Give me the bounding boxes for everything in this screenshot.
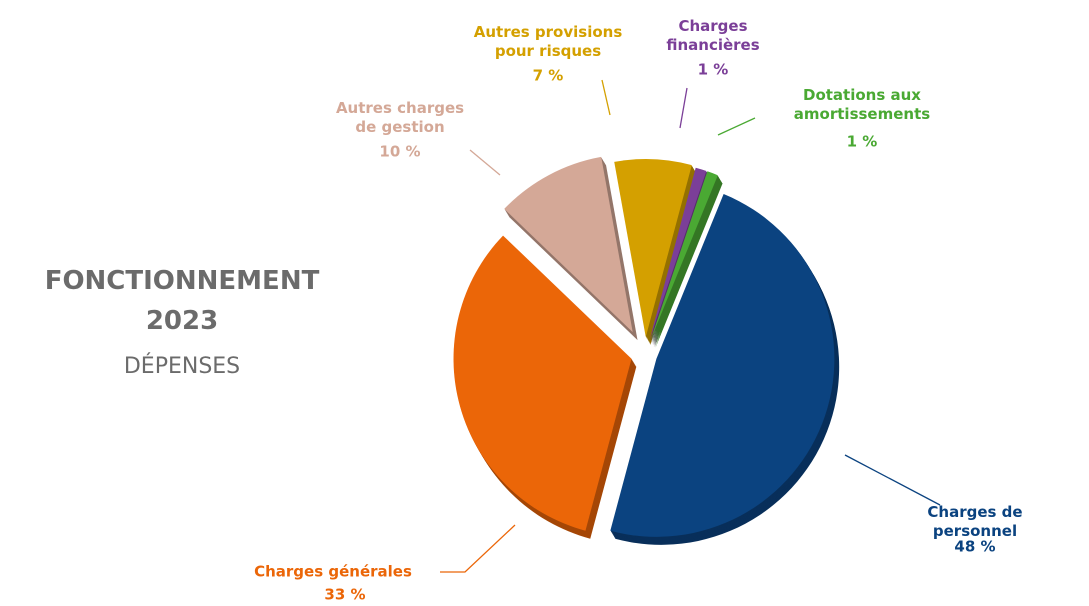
leader-line: [440, 524, 516, 573]
slice: [649, 167, 707, 340]
slice-label: Charges de personnel: [927, 503, 1023, 540]
slice-side: [650, 168, 707, 341]
slice: [453, 235, 632, 531]
leader-line: [679, 87, 688, 129]
chart-title: 2023: [145, 306, 219, 336]
leader-line: [844, 454, 941, 506]
slice-label: Autres provisions pour risques: [473, 23, 623, 60]
leader-line: [717, 117, 756, 136]
value-label: 10 %: [379, 142, 421, 161]
value-label: 48 %: [954, 537, 996, 556]
value-label: 1 %: [697, 60, 729, 79]
slice-label: Charges générales: [254, 562, 412, 581]
slice: [650, 171, 718, 341]
slice-label: Dotations aux amortissements: [793, 86, 931, 123]
slice-label: Autres charges de gestion: [335, 99, 465, 136]
value-label: 7 %: [532, 66, 564, 85]
slice: [504, 156, 633, 333]
value-label: 33 %: [324, 585, 366, 604]
value-label: 1 %: [846, 132, 878, 151]
slice: [610, 194, 835, 537]
chart-title: FONCTIONNEMENT: [44, 266, 320, 296]
slice: [614, 159, 692, 338]
chart-subtitle: DÉPENSES: [123, 354, 241, 379]
leader-line: [469, 149, 501, 176]
slice-label: Charges financières: [666, 17, 760, 54]
leader-line: [601, 79, 611, 116]
